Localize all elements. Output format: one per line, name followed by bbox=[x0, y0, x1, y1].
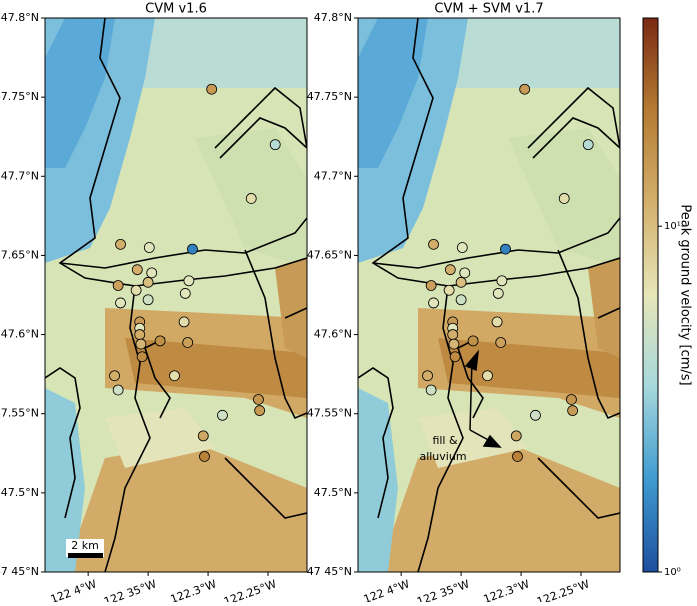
y-tick-label: 47.5°N bbox=[314, 486, 352, 499]
station bbox=[142, 276, 154, 288]
station bbox=[422, 370, 433, 382]
x-tick-label: 122.3°W bbox=[482, 577, 532, 602]
station bbox=[492, 288, 504, 299]
station bbox=[567, 405, 579, 416]
station bbox=[182, 337, 194, 348]
station bbox=[443, 284, 455, 296]
y-tick-label: 47.55°N bbox=[0, 407, 39, 420]
station bbox=[146, 267, 158, 279]
station bbox=[136, 351, 148, 363]
y-tick-label: 47.55°N bbox=[307, 407, 352, 420]
x-tick-label: 122.25°W bbox=[222, 577, 278, 602]
station bbox=[500, 243, 511, 255]
x-tick-label: 122 35°W bbox=[415, 577, 471, 602]
station bbox=[115, 238, 126, 250]
station bbox=[558, 193, 570, 204]
station bbox=[444, 264, 456, 276]
station bbox=[269, 139, 281, 151]
scale-bar bbox=[68, 553, 103, 558]
station bbox=[254, 405, 266, 416]
station bbox=[245, 193, 257, 204]
station bbox=[199, 451, 210, 462]
station bbox=[459, 267, 471, 279]
station bbox=[456, 242, 468, 253]
station bbox=[495, 337, 507, 348]
y-tick-label: 47.8°N bbox=[1, 11, 39, 24]
map-panel bbox=[45, 18, 307, 572]
station bbox=[112, 280, 124, 291]
station bbox=[449, 351, 461, 363]
x-tick-label: 122.25°W bbox=[535, 577, 591, 602]
station bbox=[428, 238, 439, 250]
station bbox=[253, 394, 264, 405]
station bbox=[142, 294, 154, 306]
station bbox=[519, 83, 531, 95]
annotation-arrows bbox=[464, 349, 502, 448]
station bbox=[134, 329, 146, 340]
station bbox=[178, 316, 190, 328]
station bbox=[154, 335, 166, 347]
y-tick-label: 47.7°N bbox=[314, 169, 352, 182]
scale-label: 2 km bbox=[71, 539, 99, 552]
station bbox=[217, 409, 228, 421]
colorbar bbox=[642, 17, 659, 573]
panel-title: CVM + SVM v1.7 bbox=[434, 2, 543, 17]
station bbox=[109, 370, 120, 382]
x-tick-label: 122.3°W bbox=[169, 577, 219, 602]
station bbox=[143, 242, 155, 253]
station bbox=[510, 430, 522, 442]
y-tick-label: 47.65°N bbox=[0, 248, 39, 261]
station bbox=[187, 243, 198, 255]
station bbox=[447, 329, 459, 340]
station bbox=[455, 276, 467, 288]
y-tick-label: 47.5°N bbox=[1, 486, 39, 499]
scale-box bbox=[66, 539, 104, 557]
station bbox=[169, 370, 180, 382]
panel-frame bbox=[357, 17, 621, 573]
colorbar-tick-label: 10¹ bbox=[664, 221, 681, 232]
x-tick-label: 122 4°W bbox=[362, 577, 412, 602]
station bbox=[179, 288, 191, 299]
station bbox=[428, 297, 439, 309]
y-tick-label: 47.7°N bbox=[1, 169, 39, 182]
y-tick-label: 47.8°N bbox=[314, 11, 352, 24]
station bbox=[135, 338, 147, 350]
station bbox=[425, 280, 437, 291]
y-tick-label: 47 45°N bbox=[307, 565, 352, 578]
station bbox=[455, 294, 467, 306]
station bbox=[115, 297, 126, 309]
y-tick-label: 47 45°N bbox=[0, 565, 39, 578]
station bbox=[112, 384, 124, 396]
annotation: alluvium bbox=[419, 450, 466, 463]
x-tick-label: 122 4°W bbox=[49, 577, 99, 602]
station bbox=[512, 451, 523, 462]
annotation: fill & bbox=[432, 434, 458, 447]
station bbox=[206, 83, 218, 95]
y-tick-label: 47.6°N bbox=[1, 328, 39, 341]
station bbox=[496, 275, 508, 287]
station bbox=[582, 139, 594, 151]
station bbox=[482, 370, 493, 382]
panel-frame bbox=[44, 17, 308, 573]
panel-title: CVM v1.6 bbox=[145, 2, 207, 17]
colorbar-label: Peak ground velocity [cm/s] bbox=[678, 204, 693, 385]
y-tick-label: 47.75°N bbox=[307, 90, 352, 103]
station bbox=[183, 275, 195, 287]
y-tick-label: 47.6°N bbox=[314, 328, 352, 341]
station bbox=[566, 394, 577, 405]
station bbox=[448, 338, 460, 350]
y-tick-label: 47.65°N bbox=[307, 248, 352, 261]
x-tick-label: 122 35°W bbox=[102, 577, 158, 602]
station bbox=[491, 316, 503, 328]
station bbox=[130, 284, 142, 296]
map-panel bbox=[358, 18, 620, 572]
station bbox=[425, 384, 437, 396]
station bbox=[197, 430, 209, 442]
station bbox=[530, 409, 541, 421]
colorbar-tick-label: 10⁰ bbox=[664, 567, 681, 578]
station bbox=[131, 264, 143, 276]
station bbox=[467, 335, 479, 347]
y-tick-label: 47.75°N bbox=[0, 90, 39, 103]
